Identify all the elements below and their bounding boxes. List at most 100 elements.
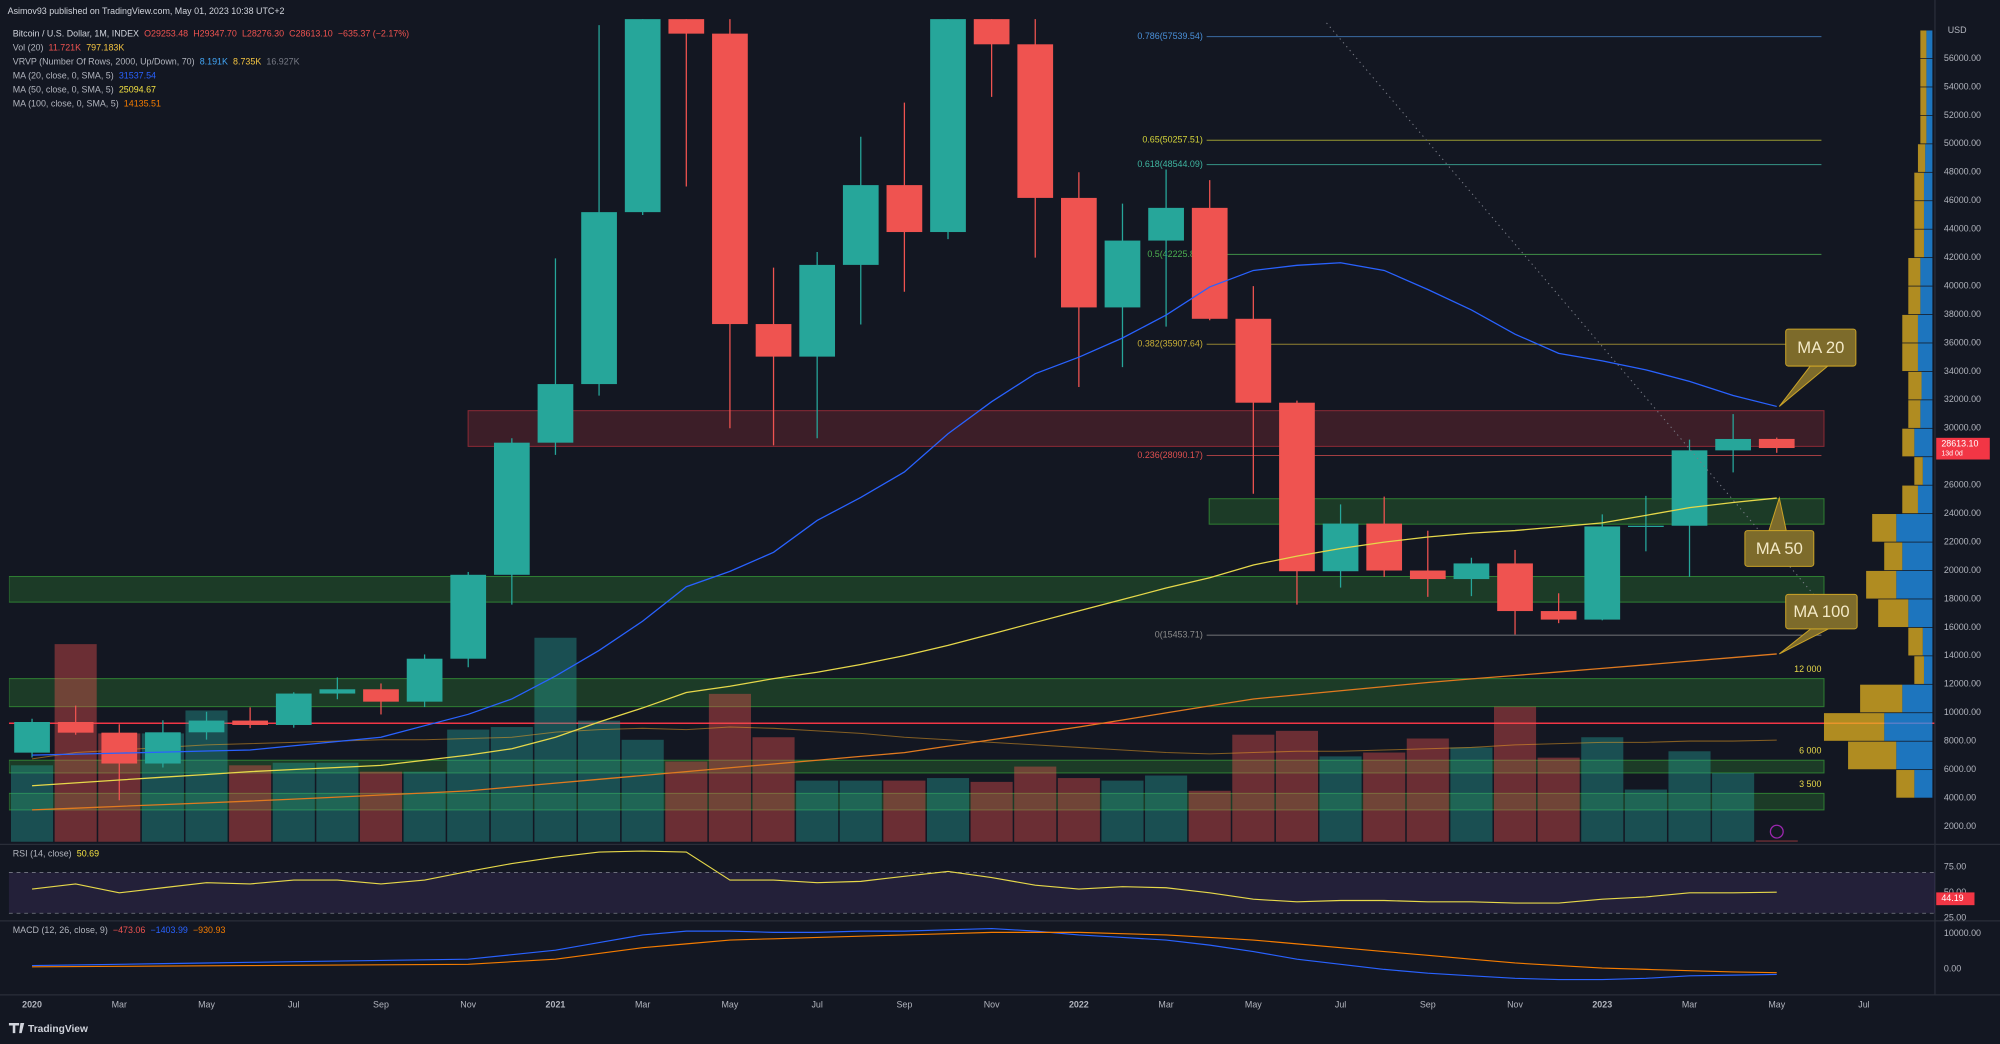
indicator-readout: −1403.99 [150,925,187,935]
callout-label: MA 50 [1756,539,1803,558]
candle-body [57,721,94,733]
candle-body [406,658,443,702]
rsi-pane: RSI (14, close) 50.69 [8,849,1935,914]
x-tick-label: Jul [1858,999,1869,1009]
y-tick-label: 34000.00 [1944,366,1981,376]
y-tick-label: 48000.00 [1944,167,1981,177]
y-tick-label: 54000.00 [1944,81,1981,91]
candle-body [1017,44,1054,198]
volume-bar [1450,747,1493,842]
symbol: Bitcoin / U.S. Dollar, 1M, INDEX [13,29,139,39]
y-tick-label: 44000.00 [1944,224,1981,234]
volume-bar [1406,738,1449,842]
candle-body [275,693,312,725]
candle-body [1715,438,1751,451]
profile-down [1920,30,1927,59]
zone [467,410,1825,447]
candle-body [930,19,966,233]
y-tick-label: 8000.00 [1944,736,1976,746]
value-marker [1936,892,1975,906]
profile-up [1923,656,1933,684]
y-tick-label: 50.00 [1944,887,1966,897]
candle-body [188,720,225,733]
callout-box [1785,328,1857,367]
profile-up [1926,58,1933,87]
profile-down [1872,514,1897,542]
volume-bar [272,762,315,842]
trendline [1326,22,1827,611]
y-tick-label: 46000.00 [1944,195,1981,205]
x-tick-label: 2023 [1592,999,1612,1009]
candle-body [1497,563,1533,612]
y-tick-label: 22000.00 [1944,536,1981,546]
ohlc-readout: O29253.48 [144,29,188,39]
profile-down [1902,343,1918,372]
indicator-name: VRVP (Number Of Rows, 2000, Up/Down, 70) [13,57,195,67]
x-tick-label: Jul [811,999,822,1009]
pane-title: MACD (12, 26, close, 9) −473.06 −1403.99 −9… [13,925,226,935]
x-tick-label: 2020 [22,999,42,1009]
logo-mark [8,1022,25,1034]
callouts: MA 20 MA 50 MA 100 [1744,328,1858,655]
candle-body [712,33,748,325]
volume-bar [534,637,577,842]
price-pane: 12 000 6 000 3 500 0.786(57539.54) 0.65(5025… [8,19,1935,842]
volume-bar [926,778,970,842]
y-tick-label: 12000.00 [1944,679,1981,689]
y-tick-label: 50000.00 [1944,138,1981,148]
x-tick-label: 2021 [546,999,566,1009]
indicator-readout: 8.735K [233,57,261,67]
indicator-line [31,850,1777,904]
indicator-readout: 16.927K [266,57,299,67]
volume-bar [54,644,97,842]
candle-body [1628,525,1664,528]
x-tick-label: Jul [288,999,299,1009]
indicator-name: MA (20, close, 0, SMA, 5) [13,71,114,81]
candle-body [145,732,181,764]
x-tick-label: Mar [1682,999,1697,1009]
x-tick-label: 2022 [1069,999,1089,1009]
profile-down [1917,144,1926,172]
profile-down [1884,542,1903,571]
axis-unit: USD [1948,25,1967,35]
callout-label: MA 100 [1793,602,1849,621]
profile-up [1884,713,1933,741]
fib-label: 0.5(42225.86) [1147,249,1202,259]
profile-up [1917,485,1933,514]
candle-body [842,185,879,265]
profile-down [1908,627,1923,656]
volume-bar [1145,775,1188,842]
callout-box [1785,593,1858,630]
profile-up [1925,144,1933,172]
volume-bar [883,780,926,842]
alert-icon[interactable] [1769,824,1784,839]
ohlc-readout: C28613.10 [289,29,333,39]
candle-body [1758,438,1795,449]
y-tick-label: 26000.00 [1944,480,1981,490]
volume-bar [1363,752,1406,842]
profile-up [1922,627,1933,656]
profile-down [1848,741,1897,770]
x-tick-label: Mar [1158,999,1173,1009]
y-tick-label: 18000.00 [1944,593,1981,603]
profile-down [1914,656,1924,684]
axes: USD 2000.00 4000.00 6000.00 8000.00 10000.00 1… [22,25,1990,1009]
volume-bar [578,720,621,842]
volume-bar [1275,730,1318,842]
volume-ma [31,726,1777,760]
profile-down [1866,570,1897,599]
profile-up [1920,286,1933,315]
profile-down [1902,428,1915,457]
volume-bar [752,737,795,842]
profile-up [1908,599,1933,628]
zone-label: 12 000 [1794,664,1821,674]
candle-body [1453,563,1490,580]
candle-body [493,442,530,575]
indicator-readout: 11.721K [49,43,82,53]
profile-up [1926,30,1933,59]
profile-up [1920,258,1933,286]
ohlc-readout: −635.37 (−2.17%) [338,29,409,39]
y-tick-label: 6000.00 [1944,764,1976,774]
